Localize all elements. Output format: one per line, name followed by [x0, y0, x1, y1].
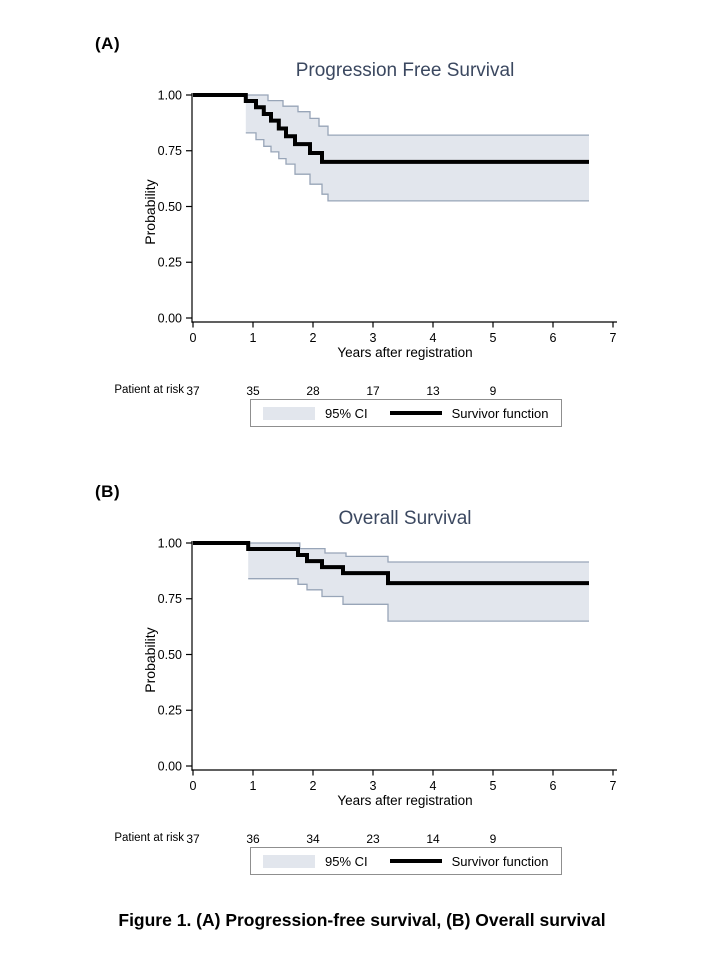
at-risk-count-y1: 36 [246, 832, 260, 846]
y-tick-label: 0.00 [158, 311, 182, 325]
at-risk-count-y4: 13 [426, 384, 440, 398]
ci-lower-edge [245, 132, 589, 202]
x-tick-label: 1 [250, 331, 257, 345]
panel-b-tag: (B) [95, 482, 121, 501]
ci-upper-edge [245, 94, 589, 136]
x-tick-label: 0 [190, 331, 197, 345]
y-tick-label: 0.50 [158, 648, 182, 662]
x-tick-label: 4 [430, 331, 437, 345]
at-risk-count-y5: 9 [489, 384, 497, 398]
x-tick-label: 0 [190, 779, 197, 793]
x-tick-label: 6 [550, 779, 557, 793]
pfs-x-axis-label: Years after registration [337, 345, 473, 360]
x-tick-label: 5 [490, 331, 497, 345]
survivor-line-swatch [389, 859, 442, 863]
os-at-risk-row: Patient at risk 37 36 34 23 14 9 [0, 832, 724, 848]
at-risk-count-y2: 34 [306, 832, 320, 846]
pfs-title: Progression Free Survival [295, 60, 515, 81]
x-tick-label: 3 [370, 331, 377, 345]
y-tick-label: 1.00 [158, 88, 182, 102]
at-risk-count-y5: 9 [489, 832, 497, 846]
x-tick-label: 1 [250, 779, 257, 793]
pfs-at-risk-row: Patient at risk 37 35 28 17 13 9 [0, 384, 724, 400]
survivor-legend-label: Survivor function [451, 853, 549, 869]
ci-band-swatch [263, 406, 315, 420]
pfs-legend: 95% CI Survivor function [250, 399, 562, 427]
x-tick-label: 7 [610, 331, 617, 345]
os-title: Overall Survival [338, 508, 472, 529]
x-tick-label: 4 [430, 779, 437, 793]
survivor-line-swatch [389, 411, 442, 415]
ci-band [245, 95, 590, 201]
pfs-chart-svg: 0.00 0.25 0.50 0.75 1.00 0 1 2 3 4 5 6 7 [158, 88, 617, 345]
ci-legend-label: 95% CI [325, 405, 368, 421]
survivor-curve [193, 93, 589, 164]
y-tick-label: 0.25 [158, 704, 182, 718]
os-chart-svg: 0.00 0.25 0.50 0.75 1.00 0 1 2 3 4 5 6 7 [158, 536, 617, 793]
panel-a-tag: (A) [95, 34, 121, 53]
at-risk-count-y3: 23 [366, 832, 380, 846]
survivor-curve [193, 541, 589, 586]
ci-band-swatch [263, 854, 315, 868]
x-tick-label: 7 [610, 779, 617, 793]
panel-b: 0.00 0.25 0.50 0.75 1.00 0 1 2 3 4 5 6 7 (B) Overall… [0, 478, 724, 926]
ci-lower-edge [248, 578, 589, 622]
os-x-axis-label: Years after registration [337, 793, 473, 808]
at-risk-count-y3: 17 [366, 384, 380, 398]
at-risk-label: Patient at risk [114, 832, 184, 844]
at-risk-count-y0: 37 [186, 384, 200, 398]
y-tick-label: 0.50 [158, 200, 182, 214]
pfs-y-axis-label: Probability [142, 179, 158, 245]
y-tick-label: 1.00 [158, 536, 182, 550]
survivor-legend-label: Survivor function [451, 405, 549, 421]
ci-upper-edge [248, 542, 589, 563]
os-y-axis-label: Probability [142, 627, 158, 693]
figure-caption: Figure 1. (A) Progression-free survival,… [118, 910, 606, 930]
at-risk-count-y4: 14 [426, 832, 440, 846]
at-risk-count-y1: 35 [246, 384, 260, 398]
y-tick-label: 0.00 [158, 759, 182, 773]
at-risk-label: Patient at risk [114, 384, 184, 396]
at-risk-count-y0: 37 [186, 832, 200, 846]
y-tick-label: 0.75 [158, 592, 182, 606]
ci-legend-label: 95% CI [325, 853, 368, 869]
y-tick-label: 0.75 [158, 144, 182, 158]
x-tick-label: 6 [550, 331, 557, 345]
x-tick-label: 2 [310, 779, 317, 793]
x-tick-label: 5 [490, 779, 497, 793]
os-legend: 95% CI Survivor function [250, 847, 562, 875]
y-tick-label: 0.25 [158, 256, 182, 270]
x-tick-label: 3 [370, 779, 377, 793]
panel-a: 0.00 0.25 0.50 0.75 1.00 0 1 2 3 4 5 6 7 (A) Progres… [0, 30, 724, 478]
x-tick-label: 2 [310, 331, 317, 345]
at-risk-count-y2: 28 [306, 384, 320, 398]
